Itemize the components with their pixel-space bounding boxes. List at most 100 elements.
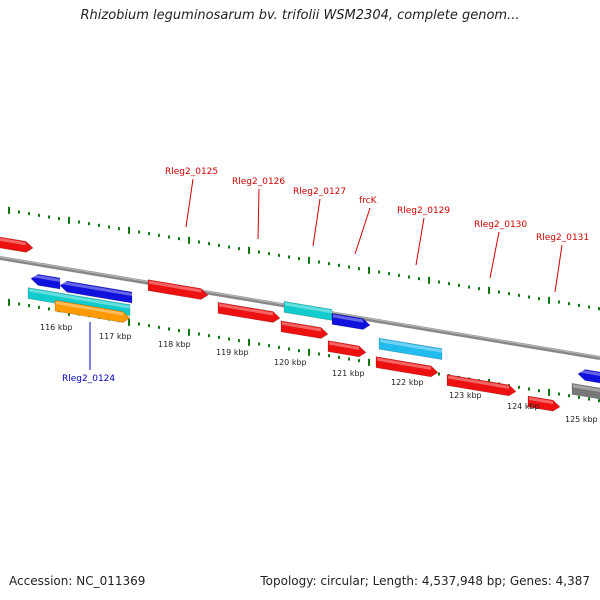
upper-scale-tick <box>328 262 330 266</box>
lower-scale-tick <box>208 334 210 338</box>
upper-scale-tick <box>368 266 370 274</box>
lower-scale-tick <box>588 397 590 401</box>
gene-feature-gloss <box>0 237 26 246</box>
upper-scale-tick <box>208 242 210 246</box>
upper-scale-tick <box>188 236 190 244</box>
lower-scale-tick <box>598 399 600 403</box>
gene-feature-red <box>280 320 329 339</box>
gene-label-leader <box>415 217 425 266</box>
gene-feature-red <box>217 301 281 323</box>
upper-scale-tick <box>388 272 390 276</box>
lower-scale-tick <box>8 298 10 306</box>
lower-scale-tick <box>168 327 170 331</box>
lower-scale-tick <box>568 394 570 398</box>
gene-label[interactable]: Rleg2_0130 <box>474 220 527 230</box>
upper-scale-tick <box>318 260 320 264</box>
lower-scale-tick <box>238 339 240 343</box>
upper-scale-tick <box>488 286 490 294</box>
upper-scale-tick <box>98 223 100 227</box>
scale-tick-label: 116 kbp <box>40 323 73 332</box>
upper-scale-tick <box>8 206 10 214</box>
upper-scale-tick <box>428 276 430 284</box>
gene-feature-gloss <box>380 339 442 353</box>
lower-scale-tick <box>268 344 270 348</box>
upper-scale-tick <box>598 307 600 311</box>
lower-scale-tick <box>278 345 280 349</box>
gene-feature-gray <box>571 382 600 400</box>
lower-scale-tick <box>128 318 130 326</box>
gene-feature-blue <box>577 369 600 384</box>
scale-tick-label: 121 kbp <box>332 369 365 378</box>
gene-label[interactable]: Rleg2_0131 <box>536 233 589 243</box>
upper-scale-tick <box>158 233 160 237</box>
gene-label[interactable]: Rleg2_0124 <box>62 374 115 384</box>
lower-scale-tick <box>28 304 30 308</box>
upper-scale-tick <box>178 237 180 241</box>
lower-scale-tick <box>18 302 20 306</box>
scale-tick-label: 119 kbp <box>216 348 249 357</box>
gene-feature-gloss <box>329 341 359 350</box>
gene-label[interactable]: Rleg2_0129 <box>397 206 450 216</box>
upper-scale-tick <box>538 297 540 301</box>
upper-scale-tick <box>348 265 350 269</box>
gene-label[interactable]: frcK <box>359 196 378 206</box>
scale-tick-label: 125 kbp <box>565 415 598 424</box>
lower-scale-tick <box>148 324 150 328</box>
gene-label[interactable]: Rleg2_0125 <box>165 167 218 177</box>
gene-label-leader <box>257 188 260 240</box>
lower-scale-tick <box>198 332 200 336</box>
lower-scale-tick <box>348 357 350 361</box>
gene-feature-gloss <box>377 357 431 370</box>
lower-scale-tick <box>298 349 300 353</box>
upper-scale-tick <box>78 220 80 224</box>
upper-scale-tick <box>68 216 70 224</box>
upper-scale-tick <box>558 300 560 304</box>
gene-feature-red <box>527 395 561 412</box>
upper-scale-tick <box>238 247 240 251</box>
upper-scale-tick <box>408 275 410 279</box>
gene-feature-gloss <box>149 280 201 293</box>
upper-scale-tick <box>228 245 230 249</box>
lower-scale-tick <box>528 387 530 391</box>
gene-feature-gloss <box>219 303 273 316</box>
accession-label: Accession: NC_011369 <box>9 574 146 588</box>
upper-scale-tick <box>198 240 200 244</box>
upper-scale-tick <box>518 293 520 297</box>
upper-scale-tick <box>498 290 500 294</box>
gene-feature-blue <box>30 274 61 290</box>
gene-feature-gloss <box>56 301 123 316</box>
gene-feature-blue <box>59 280 133 304</box>
gene-feature-gloss <box>333 314 363 323</box>
upper-scale-tick <box>568 302 570 306</box>
gene-feature-gloss <box>285 302 332 314</box>
gene-feature-gloss <box>61 281 132 297</box>
lower-scale-tick <box>228 337 230 341</box>
gene-label[interactable]: Rleg2_0126 <box>232 177 285 187</box>
scale-tick-label: 123 kbp <box>449 391 482 400</box>
gene-label-leader <box>312 198 321 247</box>
upper-scale-tick <box>548 296 550 304</box>
gene-feature-red <box>0 236 34 253</box>
upper-scale-tick <box>58 217 60 221</box>
gene-label[interactable]: Rleg2_0127 <box>293 187 346 197</box>
gene-feature-blue <box>331 312 371 330</box>
upper-scale-tick <box>358 267 360 271</box>
lower-scale-tick <box>178 329 180 333</box>
lower-scale-tick <box>538 389 540 393</box>
upper-scale-tick <box>338 263 340 267</box>
gene-label-leader <box>354 207 371 255</box>
upper-scale-tick <box>438 280 440 284</box>
lower-scale-tick <box>368 358 370 366</box>
upper-scale-tick <box>118 227 120 231</box>
upper-scale-tick <box>248 246 250 254</box>
lower-scale-tick <box>338 355 340 359</box>
upper-scale-tick <box>288 255 290 259</box>
gene-feature-orange <box>54 299 131 323</box>
lower-scale-tick <box>548 388 550 396</box>
upper-scale-tick <box>88 222 90 226</box>
upper-scale-tick <box>18 210 20 214</box>
lower-scale-tick <box>308 348 310 356</box>
lower-scale-tick <box>188 328 190 336</box>
label-layer: 116 kbp 117 kbp 118 kbp 119 kbp 120 kbp 121 k… <box>40 167 598 424</box>
